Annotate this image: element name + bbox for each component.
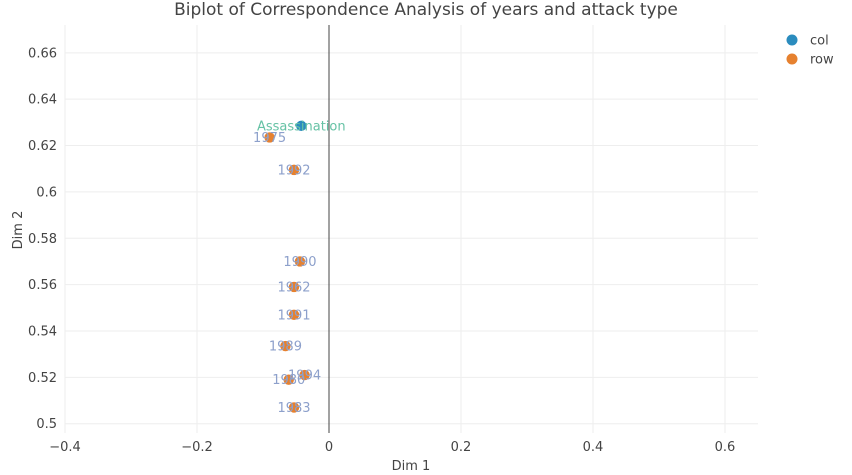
x-axis-ticks: −0.4 −0.2 0 0.2 0.4 0.6 — [49, 440, 735, 455]
data-points — [263, 120, 311, 414]
chart-title: Biplot of Correspondence Analysis of yea… — [174, 0, 678, 20]
point-row[interactable] — [279, 340, 292, 352]
x-tick-label: 0.4 — [583, 440, 604, 455]
point-row[interactable] — [288, 281, 300, 293]
x-tick-label: −0.4 — [49, 440, 81, 455]
point-label: 1991 — [277, 308, 310, 323]
y-tick-label: 0.56 — [28, 278, 57, 293]
point-row[interactable] — [294, 255, 306, 268]
point-label: 1980 — [272, 373, 305, 388]
point-label: 1994 — [288, 369, 321, 384]
y-axis-title: Dim 2 — [11, 211, 26, 250]
legend-item-row[interactable]: row — [786, 53, 835, 68]
point-col[interactable] — [295, 120, 308, 132]
x-tick-label: 0 — [325, 440, 333, 455]
point-label: 1962 — [277, 280, 310, 295]
y-tick-label: 0.54 — [28, 325, 57, 340]
point-label: Assassination — [257, 119, 346, 134]
y-tick-label: 0.66 — [28, 46, 57, 61]
point-label: 1992 — [277, 163, 310, 178]
point-row[interactable] — [263, 131, 276, 144]
y-axis-ticks: 0.5 0.52 0.54 0.56 0.58 0.6 0.62 0.64 0.66 — [28, 46, 57, 432]
point-label: 1990 — [283, 255, 316, 270]
point-row[interactable] — [288, 308, 300, 321]
point-row[interactable] — [288, 401, 300, 414]
y-tick-label: 0.64 — [28, 93, 57, 108]
y-tick-label: 0.58 — [28, 232, 57, 247]
legend-label: col — [810, 34, 829, 49]
point-label: 1983 — [277, 401, 310, 416]
y-tick-label: 0.6 — [36, 185, 57, 200]
y-tick-label: 0.52 — [28, 371, 57, 386]
x-axis-title: Dim 1 — [392, 459, 431, 474]
point-row[interactable] — [298, 369, 311, 381]
y-tick-label: 0.62 — [28, 139, 57, 154]
point-row[interactable] — [288, 164, 300, 176]
x-tick-label: 0.2 — [451, 440, 472, 455]
legend-label: row — [810, 53, 834, 68]
x-tick-label: 0.6 — [715, 440, 736, 455]
legend-item-col[interactable]: col — [786, 34, 829, 49]
point-row[interactable] — [282, 373, 295, 386]
grid — [64, 25, 758, 433]
point-label: 1989 — [269, 340, 302, 355]
x-tick-label: −0.2 — [181, 440, 213, 455]
point-label: 1975 — [253, 131, 286, 146]
legend-marker — [786, 53, 798, 65]
y-tick-label: 0.5 — [36, 417, 57, 432]
legend-marker — [786, 34, 798, 46]
legend[interactable]: col row — [786, 34, 835, 68]
